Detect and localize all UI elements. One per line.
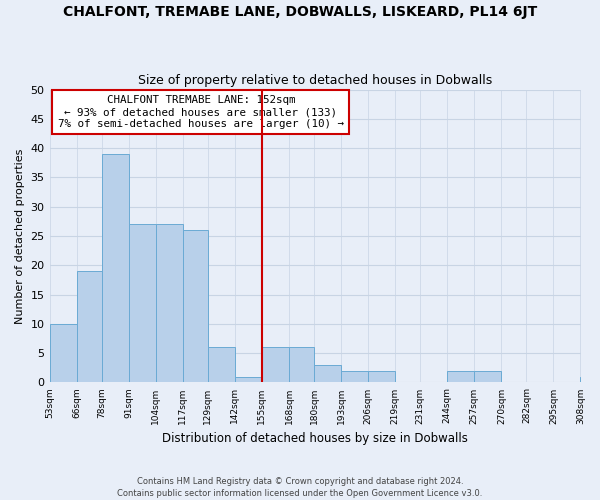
Bar <box>208 348 235 382</box>
X-axis label: Distribution of detached houses by size in Dobwalls: Distribution of detached houses by size … <box>162 432 468 445</box>
Bar <box>156 224 183 382</box>
Bar <box>235 376 262 382</box>
Y-axis label: Number of detached properties: Number of detached properties <box>15 148 25 324</box>
Title: Size of property relative to detached houses in Dobwalls: Size of property relative to detached ho… <box>138 74 492 87</box>
Bar <box>368 370 395 382</box>
Bar <box>128 224 156 382</box>
Bar <box>580 376 600 382</box>
Bar <box>50 324 77 382</box>
Bar <box>447 370 475 382</box>
Text: Contains HM Land Registry data © Crown copyright and database right 2024.
Contai: Contains HM Land Registry data © Crown c… <box>118 476 482 498</box>
Bar <box>101 154 128 382</box>
Bar <box>289 348 314 382</box>
Bar <box>314 365 341 382</box>
Bar <box>475 370 502 382</box>
Text: CHALFONT, TREMABE LANE, DOBWALLS, LISKEARD, PL14 6JT: CHALFONT, TREMABE LANE, DOBWALLS, LISKEA… <box>63 5 537 19</box>
Bar <box>183 230 208 382</box>
Bar <box>341 370 368 382</box>
Bar <box>77 271 101 382</box>
Text: CHALFONT TREMABE LANE: 152sqm
← 93% of detached houses are smaller (133)
7% of s: CHALFONT TREMABE LANE: 152sqm ← 93% of d… <box>58 96 344 128</box>
Bar <box>262 348 289 382</box>
